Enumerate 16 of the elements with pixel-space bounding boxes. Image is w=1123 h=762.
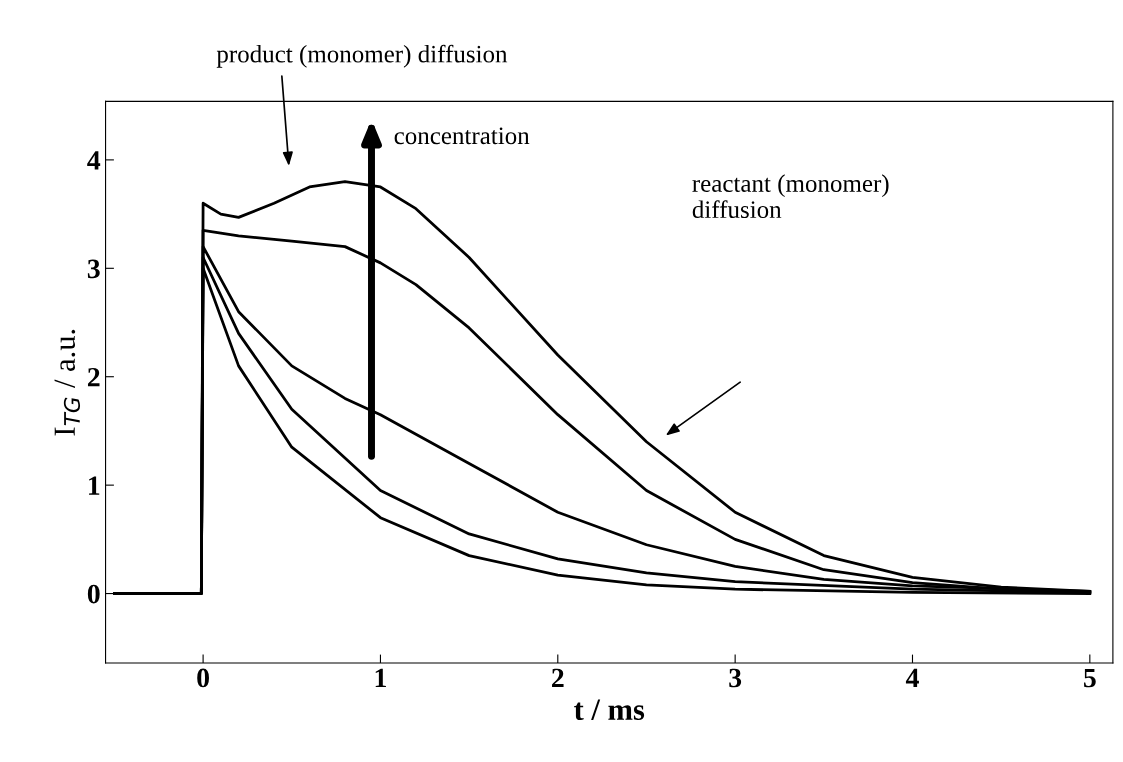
y-axis-title: I$_{TG}$ / a.u. bbox=[54, 329, 81, 436]
x-axis-title: t / ms bbox=[574, 699, 645, 721]
x-tick-label: 5 bbox=[1084, 668, 1096, 688]
x-tick-label: 0 bbox=[197, 668, 209, 688]
y-tick-label: 1 bbox=[89, 476, 100, 495]
y-tick-label: 0 bbox=[87, 584, 100, 604]
x-tick-label: 4 bbox=[905, 668, 919, 688]
annotation: concentration bbox=[394, 127, 530, 145]
y-tick-label: 2 bbox=[87, 367, 100, 387]
text: product (monomer) diffusion bbox=[216, 44, 508, 68]
x-tick-label: 1 bbox=[375, 668, 386, 688]
x-tick-label: 2 bbox=[552, 668, 564, 688]
y-tick-label: 4 bbox=[87, 151, 101, 170]
annotation: reactant (monomer) diffusion bbox=[692, 174, 889, 219]
y-tick-label: 3 bbox=[87, 259, 100, 279]
x-tick-label: 3 bbox=[729, 668, 742, 688]
